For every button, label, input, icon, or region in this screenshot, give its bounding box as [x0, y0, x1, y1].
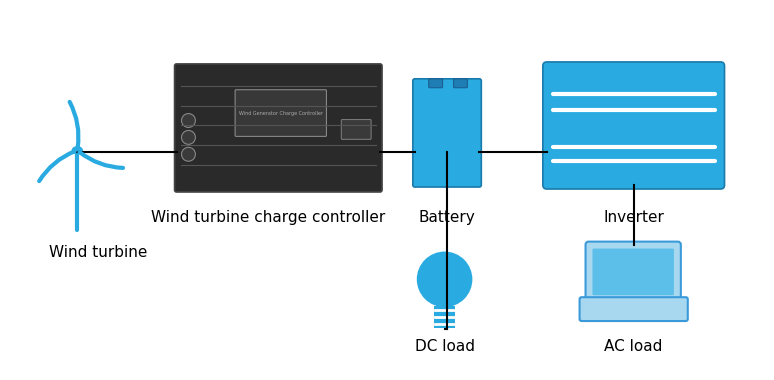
Text: DC load: DC load — [415, 339, 474, 354]
Text: AC load: AC load — [604, 339, 663, 354]
FancyBboxPatch shape — [235, 90, 327, 136]
FancyBboxPatch shape — [543, 62, 724, 189]
FancyBboxPatch shape — [429, 79, 443, 88]
Text: Wind turbine charge controller: Wind turbine charge controller — [151, 210, 385, 225]
Circle shape — [182, 114, 195, 127]
FancyBboxPatch shape — [454, 79, 467, 88]
FancyBboxPatch shape — [580, 297, 688, 321]
Circle shape — [182, 147, 195, 161]
FancyBboxPatch shape — [592, 249, 674, 295]
Text: Wind turbine: Wind turbine — [50, 245, 148, 260]
Text: Battery: Battery — [419, 210, 475, 225]
Circle shape — [416, 252, 472, 307]
Text: Inverter: Inverter — [603, 210, 664, 225]
FancyBboxPatch shape — [586, 242, 681, 302]
FancyBboxPatch shape — [175, 64, 382, 192]
FancyBboxPatch shape — [341, 120, 371, 139]
Circle shape — [182, 130, 195, 144]
Text: Wind Generator Charge Controller: Wind Generator Charge Controller — [239, 111, 323, 116]
Bar — [433, 306, 455, 328]
Ellipse shape — [72, 147, 82, 154]
FancyBboxPatch shape — [413, 79, 481, 187]
